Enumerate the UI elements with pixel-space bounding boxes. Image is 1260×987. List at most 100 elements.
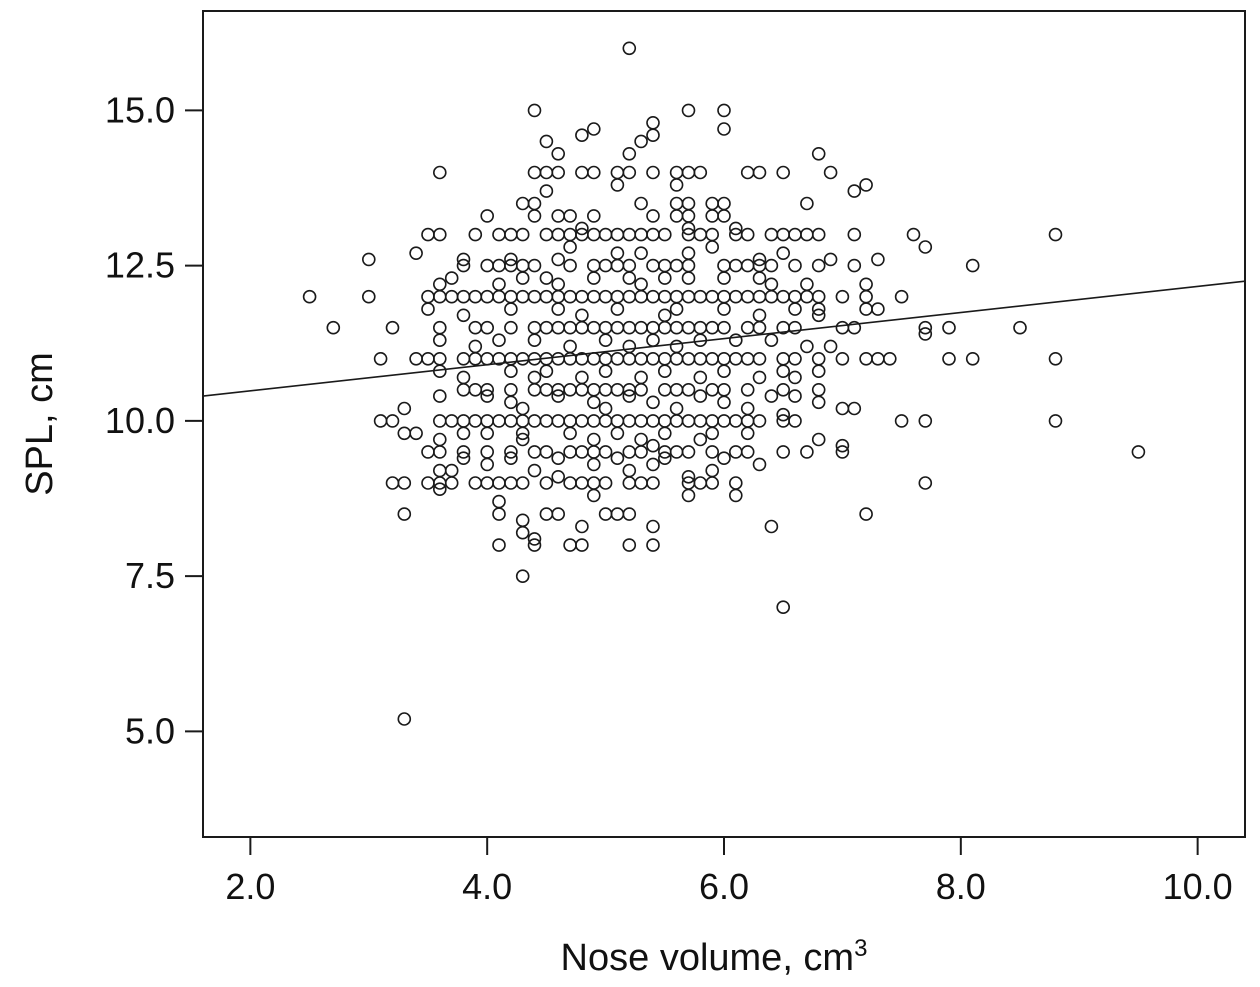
- scatter-point: [764, 333, 779, 348]
- scatter-point: [646, 538, 660, 552]
- scatter-point: [622, 389, 637, 403]
- scatter-point: [610, 178, 625, 192]
- scatter-point: [539, 445, 554, 459]
- points-layer: [302, 41, 1146, 726]
- scatter-point: [492, 507, 506, 521]
- scatter-point: [752, 457, 767, 472]
- scatter-point: [918, 320, 933, 335]
- scatter-point: [717, 103, 731, 118]
- x-axis-title-text: Nose volume, cm: [561, 937, 855, 979]
- scatter-point: [752, 414, 767, 428]
- scatter-point: [527, 463, 542, 478]
- scatter-point: [728, 333, 743, 348]
- x-tick-label: 6.0: [699, 866, 749, 907]
- scatter-point: [397, 507, 412, 521]
- scatter-point: [788, 302, 802, 316]
- scatter-point: [326, 320, 341, 335]
- scatter-point: [504, 320, 518, 335]
- scatter-point: [776, 382, 791, 397]
- scatter-point: [811, 364, 826, 379]
- scatter-point: [634, 196, 648, 211]
- scatter-point: [598, 445, 613, 459]
- scatter-point: [551, 389, 566, 403]
- scatter-point: [776, 165, 791, 180]
- scatter-point: [586, 488, 601, 503]
- scatter-point: [800, 445, 814, 459]
- scatter-point: [788, 370, 802, 385]
- scatter-point: [468, 227, 483, 242]
- scatter-point: [539, 134, 554, 149]
- scatter-point: [942, 320, 956, 335]
- scatter-point: [800, 339, 814, 354]
- scatter-point: [563, 426, 577, 441]
- scatter-point: [776, 445, 791, 459]
- scatter-point: [634, 445, 648, 459]
- scatter-point: [361, 289, 376, 304]
- scatter-point: [717, 122, 731, 136]
- scatter-point: [835, 438, 850, 453]
- scatter-point: [586, 209, 601, 223]
- scatter-point: [444, 476, 459, 490]
- scatter-point: [669, 302, 684, 316]
- scatter-point: [728, 221, 743, 236]
- scatter-point: [764, 389, 779, 403]
- scatter-point: [788, 258, 802, 273]
- scatter-point: [527, 532, 542, 546]
- scatter-point: [871, 252, 885, 267]
- x-tick-label: 2.0: [225, 866, 275, 907]
- scatter-point: [1013, 320, 1027, 335]
- scatter-point: [693, 432, 708, 447]
- scatter-point: [432, 389, 447, 403]
- scatter-point: [409, 426, 423, 441]
- scatter-point: [480, 426, 495, 441]
- scatter-point: [504, 445, 518, 459]
- scatter-point: [504, 364, 518, 379]
- scatter-point: [598, 364, 613, 379]
- scatter-point: [823, 165, 838, 180]
- scatter-point: [811, 227, 826, 242]
- scatter-point: [575, 221, 589, 236]
- scatter-point: [456, 451, 471, 466]
- scatter-point: [622, 165, 637, 180]
- scatter-point: [456, 445, 471, 459]
- scatter-point: [444, 271, 459, 285]
- scatter-point: [586, 271, 601, 285]
- trend-line: [202, 280, 1246, 397]
- scatter-point: [776, 600, 791, 615]
- y-axis-title: SPL, cm: [19, 352, 61, 496]
- scatter-point: [835, 351, 850, 366]
- y-axis: 5.0 7.5 10.0 12.5 15.0: [105, 89, 203, 751]
- y-tick-label: 7.5: [125, 555, 175, 596]
- scatter-point: [515, 525, 530, 540]
- scatter-point: [527, 258, 542, 273]
- scatter-point: [622, 538, 637, 552]
- scatter-point: [800, 196, 814, 211]
- scatter-point: [586, 395, 601, 410]
- scatter-point: [598, 476, 613, 490]
- scatter-point: [776, 407, 791, 422]
- scatter-point: [681, 103, 696, 118]
- scatter-point: [610, 302, 625, 316]
- scatter-point: [788, 320, 802, 335]
- scatter-point: [811, 258, 826, 273]
- x-axis-title: Nose volume, cm3: [561, 935, 868, 979]
- scatter-point: [669, 178, 684, 192]
- scatter-point: [409, 246, 423, 260]
- scatter-point: [551, 507, 566, 521]
- scatter-point: [811, 302, 826, 316]
- scatter-point: [717, 395, 731, 410]
- scatter-point: [705, 445, 720, 459]
- scatter-point: [740, 382, 755, 397]
- scatter-point: [705, 476, 720, 490]
- scatter-point: [456, 258, 471, 273]
- scatter-point: [504, 252, 518, 267]
- scatter-point: [515, 426, 530, 441]
- scatter-point: [480, 457, 495, 472]
- scatter-point: [693, 389, 708, 403]
- y-tick-label: 10.0: [105, 400, 175, 441]
- scatter-point: [610, 426, 625, 441]
- scatter-point: [717, 271, 731, 285]
- scatter-point: [586, 122, 601, 136]
- scatter-point: [515, 569, 530, 584]
- scatter-point: [527, 538, 542, 552]
